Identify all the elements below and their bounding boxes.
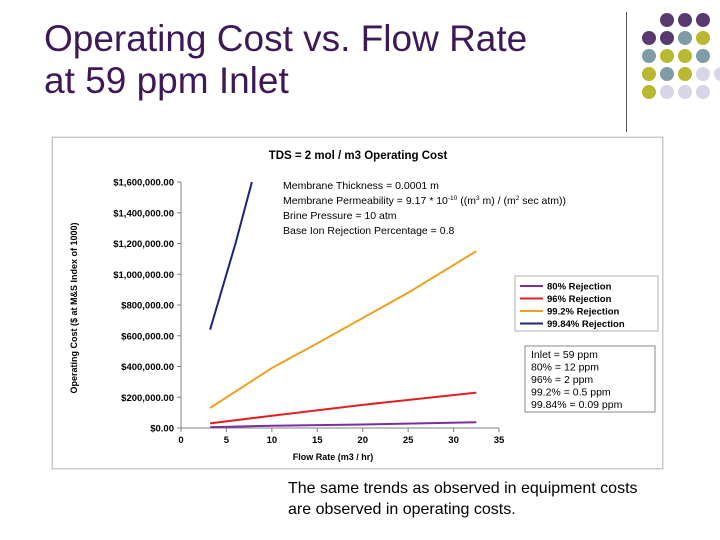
x-tick-label: 5: [224, 435, 230, 446]
decor-dot: [678, 85, 692, 99]
decor-dot: [660, 13, 674, 27]
slide-title-line-2: at 59 ppm Inlet: [44, 60, 289, 101]
series-line-3: [209, 250, 477, 409]
decor-dot: [696, 13, 710, 27]
decor-dot: [678, 49, 692, 63]
note-permeability-sup-b: 2: [516, 195, 520, 202]
note-rejection-base: Base Ion Rejection Percentage = 0.8: [283, 225, 454, 237]
decor-dot: [660, 67, 674, 81]
note-permeability: Membrane Permeability = 9.17 * 10-10 ((m…: [283, 195, 566, 207]
decor-dot: [660, 85, 674, 99]
inlet-box-line: 99.2% = 0.5 ppm: [531, 387, 611, 399]
series-line-2: [209, 391, 477, 425]
note-brine-pressure: Brine Pressure = 10 atm: [283, 210, 397, 222]
note-permeability-units-a: ((m: [457, 195, 476, 207]
x-tick-label: 30: [448, 435, 459, 446]
y-tick-label: $1,200,000.00: [113, 239, 174, 250]
inlet-box-line: 80% = 12 ppm: [531, 362, 599, 374]
chart-axes: $0.00 $200,000.00 $400,000.00 $600,000.00 $8…: [113, 178, 505, 447]
slide-caption: The same trends as observed in equipment…: [288, 478, 708, 520]
note-permeability-text: Membrane Permeability = 9.17 * 10: [283, 195, 448, 207]
note-thickness: Membrane Thickness = 0.0001 m: [283, 180, 439, 192]
decor-dot: [714, 67, 720, 81]
y-tick-label: $1,000,000.00: [113, 270, 174, 281]
note-permeability-exponent: -10: [448, 195, 458, 202]
note-permeability-units-b: m) / (m: [480, 195, 516, 207]
decor-dot: [696, 49, 710, 63]
decor-dot: [678, 13, 692, 27]
legend-entry: 99.2% Rejection: [547, 307, 620, 318]
decor-dot: [642, 49, 656, 63]
y-tick-label: $1,600,000.00: [113, 178, 174, 189]
y-tick-label: $600,000.00: [121, 331, 174, 342]
inlet-box-line: Inlet = 59 ppm: [531, 349, 598, 361]
decor-dot: [642, 31, 656, 45]
chart-title: TDS = 2 mol / m3 Operating Cost: [269, 150, 448, 162]
y-tick-label: $1,400,000.00: [113, 208, 174, 219]
decor-dot: [642, 85, 656, 99]
inlet-box-line: 96% = 2 ppm: [531, 374, 593, 386]
decor-dot: [696, 31, 710, 45]
chart-frame: TDS = 2 mol / m3 Operating Cost $0.00 $20…: [52, 137, 663, 469]
y-axis-label: Operating Cost ($ at M&S Index of 1000): [69, 222, 79, 393]
decor-dot: [696, 67, 710, 81]
decor-dot: [678, 67, 692, 81]
operating-cost-chart: TDS = 2 mol / m3 Operating Cost $0.00 $20…: [69, 150, 659, 462]
y-tick-label: $200,000.00: [121, 393, 174, 404]
slide-title: Operating Cost vs. Flow Rate at 59 ppm I…: [44, 18, 604, 102]
note-permeability-sup-a: 3: [476, 195, 480, 202]
note-permeability-units-c: sec atm)): [519, 195, 566, 207]
series-line-4: [209, 181, 253, 330]
parameter-notes: Membrane Thickness = 0.0001 m Membrane P…: [283, 180, 566, 237]
inlet-box-frame: [524, 345, 656, 413]
slide-title-line-1: Operating Cost vs. Flow Rate: [44, 18, 528, 59]
decor-dot: [678, 31, 692, 45]
legend-entry: 96% Rejection: [547, 294, 612, 305]
x-tick-label: 20: [357, 435, 368, 446]
decor-dot: [642, 67, 656, 81]
y-tick-label: $0.00: [150, 424, 174, 435]
legend-entry: 99.84% Rejection: [547, 319, 625, 330]
decor-dot: [696, 85, 710, 99]
x-tick-label: 10: [267, 435, 278, 446]
y-tick-label: $800,000.00: [121, 301, 174, 312]
inlet-box-line: 99.84% = 0.09 ppm: [531, 399, 623, 411]
x-tick-label: 35: [494, 435, 505, 446]
x-tick-label: 0: [178, 435, 183, 446]
decor-dot: [660, 31, 674, 45]
x-tick-label: 15: [312, 435, 323, 446]
x-tick-label: 25: [403, 435, 414, 446]
y-tick-label: $400,000.00: [121, 362, 174, 373]
x-axis-label: Flow Rate (m3 / hr): [293, 452, 374, 462]
decor-divider: [626, 12, 627, 132]
legend-entry: 80% Rejection: [547, 282, 612, 293]
decor-dot: [660, 49, 674, 63]
series-line-1: [210, 421, 477, 429]
caption-line-1: The same trends as observed in equipment…: [288, 480, 638, 497]
chart-series: [209, 181, 477, 429]
caption-line-2: are observed in operating costs.: [288, 501, 516, 518]
